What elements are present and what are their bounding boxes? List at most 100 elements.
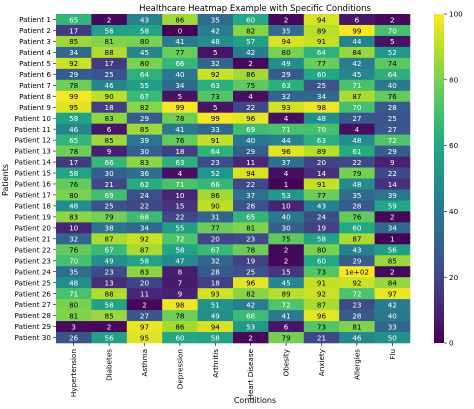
heatmap-cell [162,57,198,70]
cell-value-label: 70 [317,125,327,134]
cell-value-label: 87 [317,300,326,309]
heatmap-cell [197,321,234,333]
cell-value-label: 76 [175,136,185,145]
heatmap-cell [197,156,234,168]
cell-value-label: 30 [282,224,292,233]
heatmap-cell [162,101,198,113]
cell-value-label: 83 [140,268,149,277]
heatmap-cell [56,90,92,103]
cell-value-label: 82 [246,289,255,298]
heatmap-cell [56,233,92,245]
heatmap-cell [233,310,269,322]
cell-value-label: 2 [390,213,395,222]
cell-value-label: 98 [175,300,185,309]
heatmap-cell [126,277,163,289]
heatmap-cell [303,321,340,333]
cell-value-label: 40 [246,136,256,145]
heatmap-cell [91,222,128,234]
cell-value-label: 42 [211,26,220,35]
cell-value-label: 40 [282,213,292,222]
heatmap-cell [374,178,411,190]
cell-value-label: 2 [390,15,395,24]
cell-value-label: 52 [211,169,220,178]
heatmap-cell [126,24,163,37]
cell-value-label: 5 [390,37,395,46]
cell-value-label: 2 [248,333,253,342]
cell-value-label: 60 [246,15,256,24]
row-label: Patient 28 [15,311,52,320]
heatmap-cell [56,112,92,124]
row-label: Patient 13 [15,147,51,156]
heatmap-cell [162,321,198,333]
heatmap-cell [374,68,411,81]
heatmap-cell [339,167,375,179]
cell-value-label: 2 [390,268,395,277]
heatmap-cell [56,321,92,333]
cell-value-label: 97 [388,289,397,298]
cell-value-label: 81 [246,224,255,233]
heatmap-cell [303,14,340,26]
cell-value-label: 78 [175,114,185,123]
heatmap-cell [126,189,163,201]
cell-value-label: 77 [317,59,326,68]
heatmap-cell [268,211,305,223]
heatmap-cell [374,266,411,278]
heatmap-cell [268,244,305,256]
cell-value-label: 47 [175,257,184,266]
cell-value-label: 71 [69,289,78,298]
cell-value-label: 18 [211,278,221,287]
heatmap-cell [374,123,411,135]
cell-value-label: 74 [388,59,398,68]
cell-value-label: 91 [317,278,326,287]
cell-value-label: 86 [175,322,185,331]
colorbar-tick-label: 0 [449,339,454,348]
heatmap-cell [126,244,163,256]
cell-value-label: 52 [388,48,397,57]
heatmap-cell [56,266,92,278]
heatmap-cell [268,310,305,322]
heatmap-cell [268,255,305,267]
colorbar-tick-label: 100 [449,10,463,19]
cell-value-label: 19 [246,257,256,266]
heatmap-cell [374,332,411,344]
heatmap-cell [91,57,128,70]
row-label: Patient 26 [15,289,52,298]
heatmap-cell [268,68,305,81]
cell-value-label: 34 [388,224,398,233]
cell-value-label: 59 [388,202,398,211]
cell-value-label: 99 [352,26,362,35]
heatmap-cell [268,46,305,59]
cell-value-label: 22 [246,103,255,112]
cell-value-label: 94 [282,37,292,46]
cell-value-label: 66 [211,180,221,189]
column-label: Allergies [352,349,361,380]
x-axis-label: Conditions [234,396,276,405]
heatmap-cell [91,101,128,113]
heatmap-cell [303,35,340,48]
heatmap-cell [339,24,375,37]
heatmap-cell [197,46,234,59]
heatmap-cell [339,288,375,300]
cell-value-label: 66 [105,158,115,167]
heatmap-cell [268,35,305,48]
heatmap-cell [126,255,163,267]
column-label: Diabetes [105,349,114,381]
cell-value-label: 91 [211,136,220,145]
cell-value-label: 55 [140,81,149,90]
cell-value-label: 79 [105,213,115,222]
cell-value-label: 39 [140,136,150,145]
heatmap-cell [374,244,411,256]
heatmap-cell [91,178,128,190]
cell-value-label: 94 [246,169,256,178]
row-label: Patient 2 [19,26,51,35]
heatmap-cell [339,145,375,157]
heatmap-cell [339,321,375,333]
cell-value-label: 2 [107,322,112,331]
cell-value-label: 81 [69,311,78,320]
row-label: Patient 8 [19,92,51,101]
heatmap-cell [56,14,92,26]
heatmap-cell [374,200,411,212]
cell-value-label: 41 [282,311,291,320]
heatmap-cell [56,68,92,81]
heatmap-cell [233,332,269,344]
